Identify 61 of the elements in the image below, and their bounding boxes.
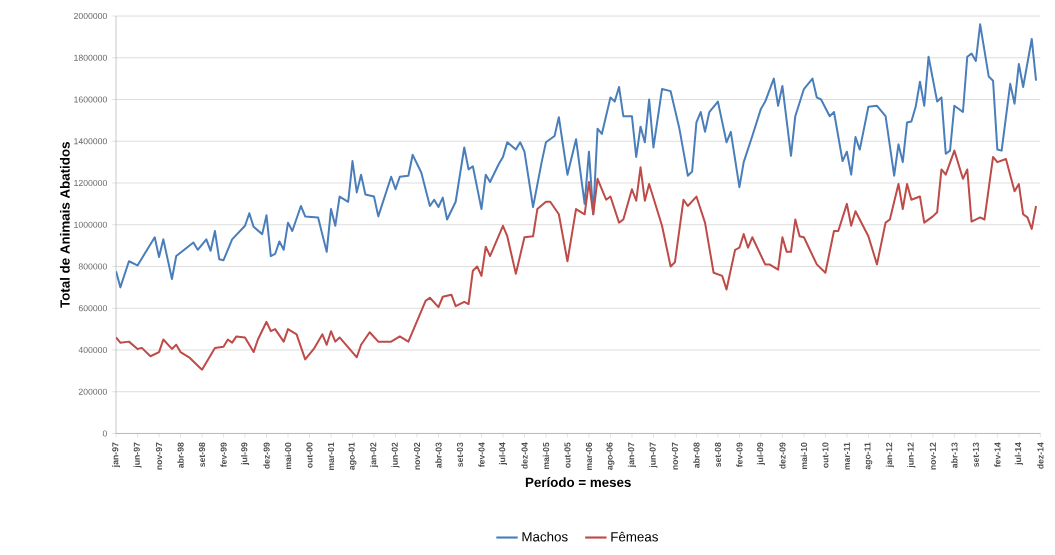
- x-tick-label: abr-98: [177, 442, 184, 469]
- x-tick-label: mai-00: [284, 442, 292, 470]
- x-tick-label: fev-09: [736, 442, 743, 468]
- x-tick-label: set-03: [456, 442, 464, 468]
- x-tick-label: dez-09: [779, 442, 786, 469]
- x-tick-label: jul-04: [498, 442, 507, 466]
- line-series: [116, 149, 1038, 371]
- x-tick-label: jul-14: [1014, 442, 1023, 466]
- y-axis-title: Total de Animais Abatidos: [59, 142, 70, 308]
- x-tick-label: out-05: [564, 442, 571, 468]
- y-tick-label: 2000000: [74, 13, 107, 20]
- x-tick-label: mar-01: [327, 442, 335, 471]
- x-tick-label: jul-99: [240, 442, 250, 466]
- legend-label: Machos: [522, 531, 568, 542]
- x-tick-label: dez-14: [1037, 442, 1044, 469]
- x-tick-label: jan-12: [885, 442, 894, 468]
- x-tick-label: nov-02: [413, 442, 421, 470]
- x-tick-label: ago-01: [348, 442, 357, 470]
- x-tick-label: jan-02: [369, 442, 379, 468]
- x-tick-label: set-98: [198, 442, 206, 468]
- x-tick-label: fev-14: [994, 442, 1001, 468]
- x-tick-label: jan-07: [627, 442, 636, 468]
- x-tick-label: abr-08: [693, 442, 700, 469]
- y-tick-label: 0: [102, 430, 107, 437]
- x-tick-label: abr-13: [951, 442, 958, 469]
- x-tick-label: dez-99: [263, 442, 270, 469]
- legend-label: Fêmeas: [611, 531, 658, 542]
- x-tick-label: nov-97: [155, 442, 163, 470]
- y-tick-label: 1000000: [74, 221, 107, 228]
- x-tick-label: jun-12: [907, 442, 916, 468]
- x-tick-label: fev-04: [478, 442, 485, 468]
- y-tick-label: 200000: [78, 388, 107, 395]
- x-tick-label: jun-02: [391, 442, 400, 468]
- x-tick-label: mai-10: [800, 442, 808, 470]
- x-tick-label: set-08: [714, 442, 721, 468]
- y-tick-label: 400000: [78, 347, 107, 354]
- x-tick-label: fev-99: [220, 442, 227, 468]
- x-tick-label: dez-04: [521, 442, 528, 469]
- x-tick-label: out-10: [822, 442, 829, 468]
- x-tick-label: abr-03: [435, 442, 442, 469]
- x-tick-label: jun-97: [133, 442, 142, 468]
- x-tick-label: jul-09: [756, 442, 765, 466]
- x-tick-label: out-00: [306, 442, 313, 468]
- line-series: [116, 23, 1038, 289]
- y-tick-label: 1400000: [74, 138, 107, 145]
- y-tick-label: 1200000: [74, 180, 107, 187]
- x-tick-label: mar-06: [585, 442, 593, 471]
- x-tick-label: ago-11: [864, 442, 873, 470]
- y-tick-label: 600000: [78, 305, 107, 312]
- y-tick-label: 1800000: [74, 54, 107, 61]
- x-tick-label: mai-05: [542, 442, 550, 470]
- x-tick-label: mar-11: [843, 442, 850, 470]
- x-tick-label: nov-12: [929, 442, 936, 470]
- x-tick-label: jan-97: [112, 442, 121, 468]
- y-tick-label: 800000: [78, 263, 107, 270]
- x-tick-label: nov-07: [671, 442, 678, 470]
- x-tick-label: jun-07: [649, 442, 658, 468]
- x-axis-title: Período = meses: [525, 477, 631, 488]
- y-tick-label: 1600000: [74, 96, 107, 103]
- x-tick-label: set-13: [972, 442, 979, 468]
- x-tick-label: ago-06: [606, 442, 615, 470]
